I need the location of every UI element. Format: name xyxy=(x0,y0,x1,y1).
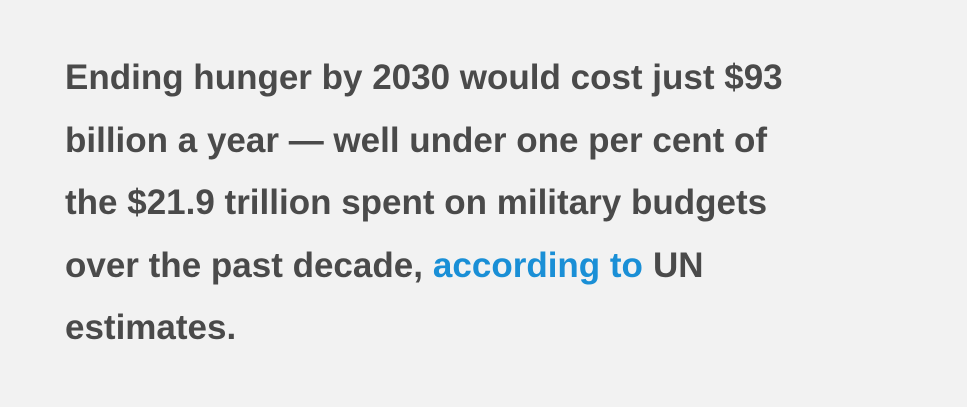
text: over the past decade, xyxy=(65,245,423,285)
text-line: billion a year — well under one per cent… xyxy=(65,120,768,160)
link[interactable]: according to xyxy=(432,245,643,285)
text-line: the $21.9 trillion spent on military bud… xyxy=(65,183,768,222)
text-line: Ending hunger by 2030 would cost just $9… xyxy=(65,58,783,97)
article-paragraph: Ending hunger by 2030 would cost just $9… xyxy=(65,47,783,360)
text-line: over the past decade, according to UN xyxy=(65,235,783,298)
text-line: estimates. xyxy=(65,308,237,347)
text: UN xyxy=(652,245,704,285)
